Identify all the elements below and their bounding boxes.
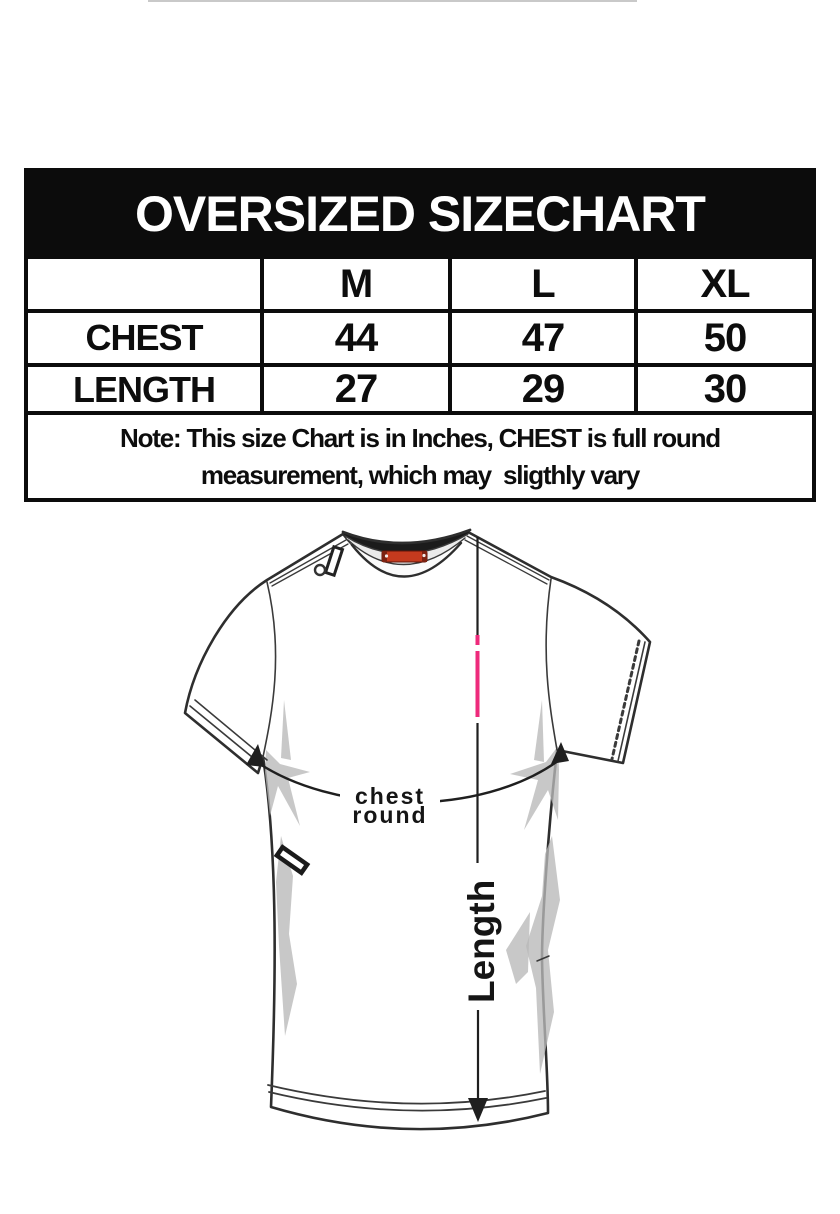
chest-round-annotation: chest round bbox=[246, 742, 569, 828]
shoulder-loop bbox=[313, 563, 327, 577]
size-chart-note: Note: This size Chart is in Inches, CHES… bbox=[28, 411, 812, 503]
top-divider-line bbox=[148, 0, 637, 2]
row-label-chest: CHEST bbox=[85, 317, 203, 358]
collar-brand-label bbox=[381, 550, 428, 563]
chest-value-xl: 50 bbox=[634, 313, 812, 363]
size-chart-title: OVERSIZED SIZECHART bbox=[28, 172, 812, 255]
tshirt-body-outline bbox=[183, 530, 652, 1131]
size-header-row: M L XL bbox=[28, 255, 812, 309]
chest-arrowhead-right bbox=[551, 742, 569, 764]
collar bbox=[341, 528, 472, 578]
col-header-m: M bbox=[260, 259, 448, 309]
tshirt-diagram: chest round Length bbox=[183, 528, 652, 1131]
length-value-m: 27 bbox=[260, 367, 448, 412]
row-label-length: LENGTH bbox=[73, 368, 216, 410]
length-arrowhead bbox=[468, 1098, 488, 1122]
size-chart-table: OVERSIZED SIZECHART M L XL CHEST 44 47 5… bbox=[24, 168, 816, 502]
chest-round-label-line1: chest bbox=[355, 783, 425, 809]
note-line-2: measurement, which may sligthly vary bbox=[200, 460, 640, 490]
length-annotation: Length bbox=[461, 537, 502, 1122]
chest-round-label-line2: round bbox=[352, 802, 427, 828]
chest-value-l: 47 bbox=[448, 313, 634, 363]
corner-cell bbox=[28, 259, 260, 309]
side-seam-tag bbox=[273, 844, 311, 876]
fabric-creases bbox=[265, 700, 560, 1074]
length-label: Length bbox=[461, 880, 502, 1003]
shoulder-tag bbox=[323, 544, 345, 578]
chest-value-m: 44 bbox=[260, 313, 448, 363]
length-value-l: 29 bbox=[448, 367, 634, 412]
table-row-chest: CHEST 44 47 50 bbox=[28, 309, 812, 363]
seam-lines bbox=[189, 535, 646, 1112]
col-header-l: L bbox=[448, 259, 634, 309]
chest-arrowhead-left bbox=[246, 744, 265, 767]
note-line-1: Note: This size Chart is in Inches, CHES… bbox=[120, 423, 721, 453]
length-value-xl: 30 bbox=[634, 367, 812, 412]
col-header-xl: XL bbox=[634, 259, 812, 309]
table-row-length: LENGTH 27 29 30 bbox=[28, 363, 812, 412]
